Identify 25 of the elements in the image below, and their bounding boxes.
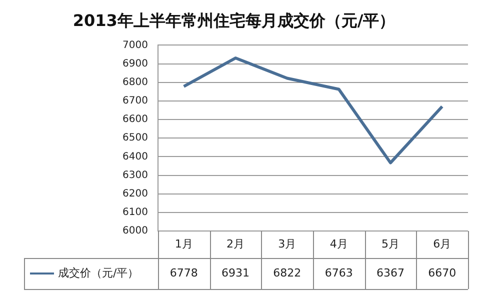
data-label: 6931 <box>222 266 250 280</box>
y-tick-label: 6300 <box>122 170 148 181</box>
y-tick-label: 6500 <box>122 132 148 144</box>
data-label: 6822 <box>273 266 302 280</box>
y-tick-label: 6600 <box>122 114 148 126</box>
x-tick-label: 1月 <box>174 237 193 250</box>
data-label: 6763 <box>324 266 353 280</box>
y-tick-label: 6000 <box>122 226 148 237</box>
y-tick-label: 6200 <box>122 188 148 200</box>
x-tick-label: 5月 <box>382 237 400 250</box>
y-tick-label: 6700 <box>122 96 148 107</box>
y-tick-label: 6400 <box>122 151 148 162</box>
y-tick-label: 6900 <box>122 58 148 70</box>
x-tick-label: 3月 <box>278 237 296 250</box>
x-tick-label: 6月 <box>433 237 452 250</box>
data-label: 6670 <box>428 266 456 280</box>
data-label: 6778 <box>170 266 198 280</box>
y-tick-label: 7000 <box>122 40 148 51</box>
chart-title: 2013年上半年常州住宅每月成交价（元/平） <box>72 10 396 30</box>
data-label: 6367 <box>376 266 404 280</box>
y-tick-label: 6800 <box>122 76 148 88</box>
x-tick-label: 4月 <box>330 237 348 250</box>
x-tick-label: 2月 <box>226 237 244 250</box>
y-tick-label: 6100 <box>122 207 148 218</box>
legend-label: 成交价（元/平） <box>58 266 139 280</box>
